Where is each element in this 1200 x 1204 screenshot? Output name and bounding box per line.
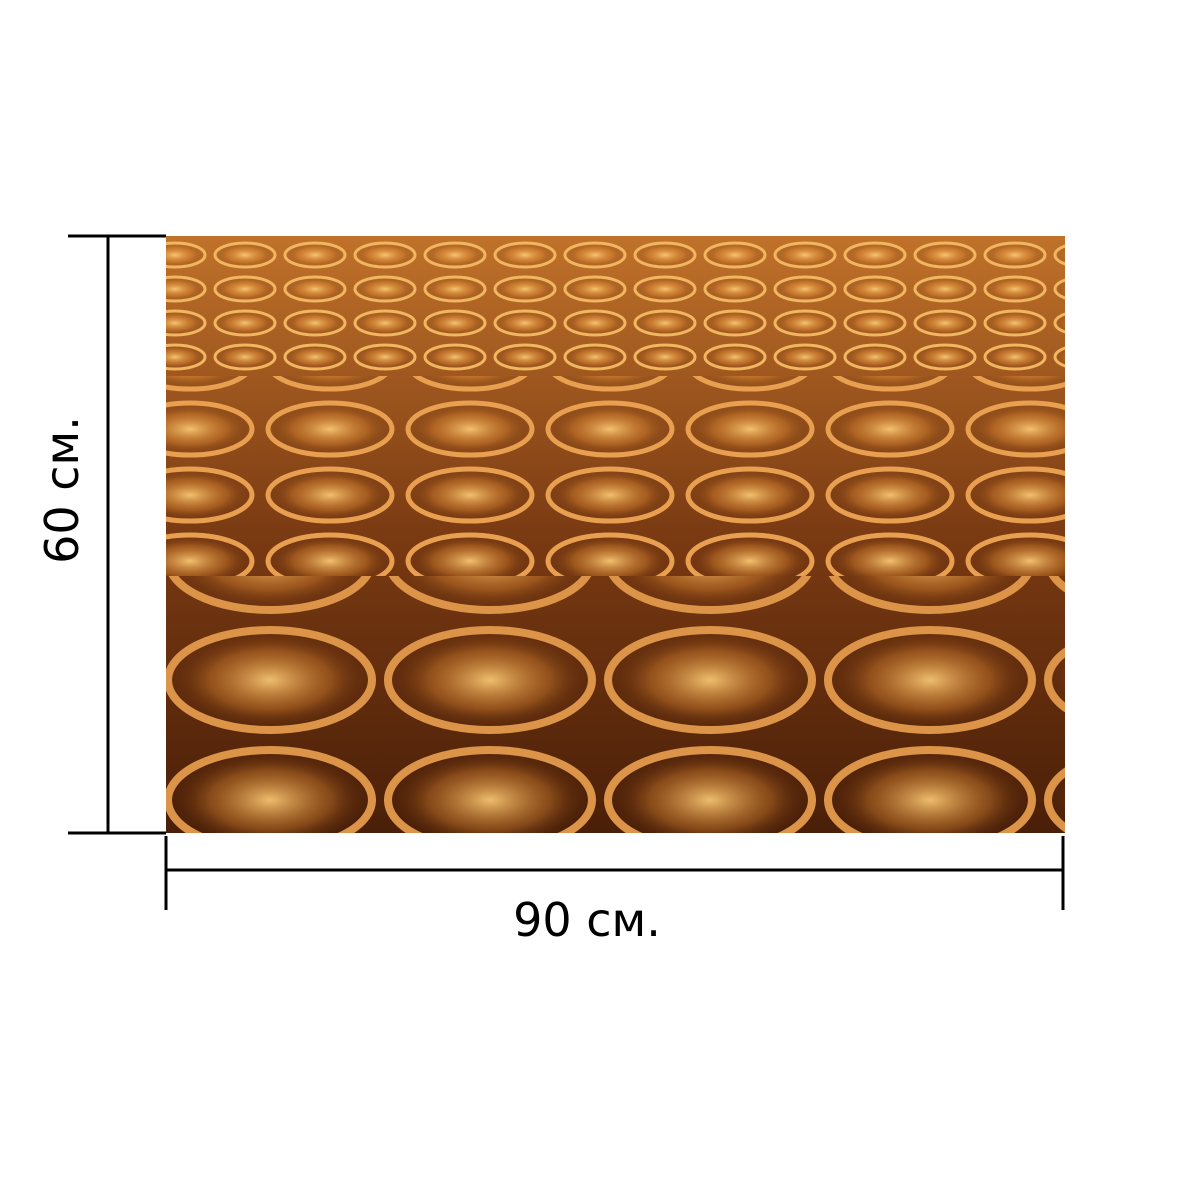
height-label: 60 см. [35,416,89,564]
width-label: 90 см. [513,893,661,947]
photo [166,236,1065,833]
dimension-lines [68,234,1065,910]
